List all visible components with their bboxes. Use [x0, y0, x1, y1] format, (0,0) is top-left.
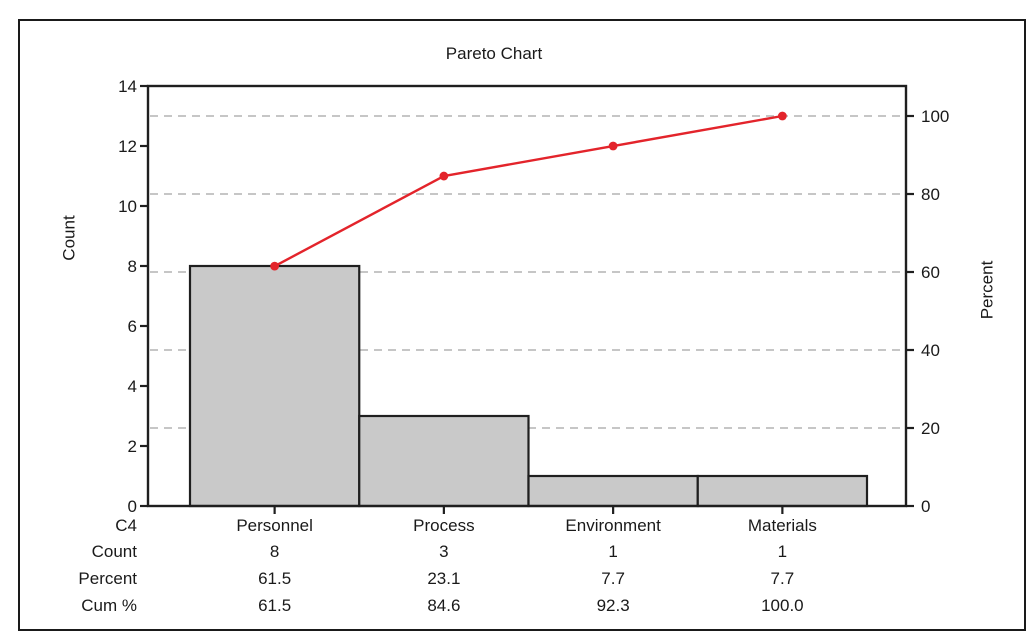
table-row-label-count: Count: [91, 541, 137, 561]
table-row-label-cum-pct: Cum %: [81, 595, 137, 615]
chart-title: Pareto Chart: [445, 44, 543, 63]
bar-environment: [527, 474, 699, 508]
cumulative-marker: [608, 141, 618, 151]
cumulative-marker: [439, 171, 449, 181]
table-row-label-c4: C4: [115, 515, 137, 535]
bar-materials: [696, 474, 869, 508]
percent-axis-label: Percent: [977, 260, 997, 320]
table-row-label-percent: Percent: [78, 568, 137, 588]
bar-process: [358, 414, 530, 508]
cumulative-marker: [777, 111, 787, 121]
bar-personnel: [188, 264, 361, 508]
count-axis-label: Count: [59, 215, 79, 261]
figure-frame: [18, 19, 1026, 631]
cumulative-marker: [270, 261, 280, 271]
cumulative-line: [273, 114, 784, 268]
plot-border: [146, 84, 908, 508]
